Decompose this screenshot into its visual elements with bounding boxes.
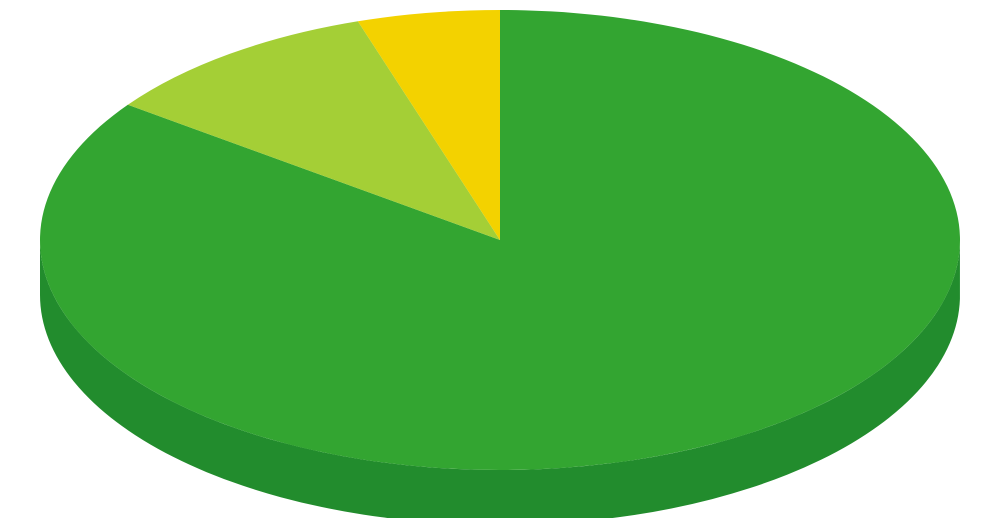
pie-chart-3d	[0, 0, 1000, 518]
pie-chart-svg	[0, 0, 1000, 518]
